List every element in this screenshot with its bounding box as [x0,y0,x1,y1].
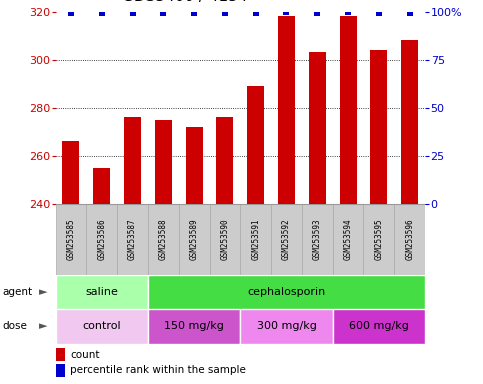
Text: GSM253590: GSM253590 [220,218,229,260]
Text: 300 mg/kg: 300 mg/kg [256,321,316,331]
Bar [179,204,210,275]
Point [190,10,198,17]
Point [159,10,167,17]
Bar [241,309,333,344]
Bar [56,309,148,344]
Text: 600 mg/kg: 600 mg/kg [349,321,409,331]
Text: GSM253592: GSM253592 [282,218,291,260]
Bar [394,204,425,275]
Bar [155,119,172,204]
Text: percentile rank within the sample: percentile rank within the sample [71,365,246,375]
Bar [278,16,295,204]
Point [406,10,413,17]
Bar [56,204,86,275]
Bar [148,309,241,344]
Bar [86,204,117,275]
Point [344,8,352,15]
Text: saline: saline [85,287,118,297]
Text: GSM253589: GSM253589 [190,218,199,260]
Text: GSM253586: GSM253586 [97,218,106,260]
Point [375,10,383,17]
Point [221,10,229,17]
Bar [185,127,202,204]
Point [252,10,259,17]
Text: ►: ► [39,287,48,297]
Bar [56,364,65,376]
Point [313,10,321,17]
Text: dose: dose [2,321,28,331]
Text: GSM253595: GSM253595 [374,218,384,260]
Point [98,10,106,17]
Text: GDS3400 / 4134: GDS3400 / 4134 [122,0,248,4]
Text: GSM253585: GSM253585 [67,218,75,260]
Bar [401,40,418,204]
Bar [62,141,79,204]
Point [283,8,290,15]
Text: GSM253594: GSM253594 [343,218,353,260]
Bar [364,204,394,275]
Text: control: control [83,321,121,331]
Bar [56,275,148,309]
Text: 150 mg/kg: 150 mg/kg [164,321,224,331]
Text: GSM253593: GSM253593 [313,218,322,260]
Bar [210,204,240,275]
Bar [340,16,356,204]
Bar [240,204,271,275]
Bar [93,167,110,204]
Text: GSM253588: GSM253588 [159,218,168,260]
Bar [148,204,179,275]
Text: agent: agent [2,287,32,297]
Bar [124,117,141,204]
Bar [148,275,425,309]
Bar [333,309,425,344]
Bar [302,204,333,275]
Text: count: count [71,349,100,360]
Text: ►: ► [39,321,48,331]
Bar [271,204,302,275]
Text: GSM253591: GSM253591 [251,218,260,260]
Bar [56,348,65,361]
Bar [309,52,326,204]
Bar [370,50,387,204]
Text: GSM253587: GSM253587 [128,218,137,260]
Point [67,10,75,17]
Point [128,10,136,17]
Text: GSM253596: GSM253596 [405,218,414,260]
Bar [333,204,364,275]
Bar [117,204,148,275]
Text: cephalosporin: cephalosporin [247,287,326,297]
Bar [216,117,233,204]
Bar [247,86,264,204]
